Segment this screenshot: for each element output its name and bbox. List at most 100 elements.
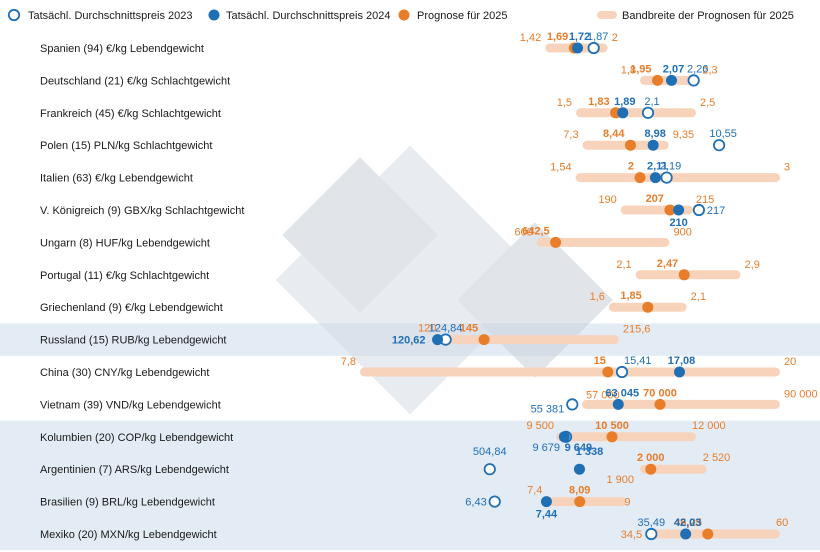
value-label-max: 2 520 [703, 452, 731, 464]
marker-forecast-2025 [634, 172, 646, 184]
value-label-f2025: 15 [594, 355, 606, 367]
legend-marker-2023 [7, 8, 21, 22]
value-label-max: 900 [673, 226, 691, 238]
value-label-f2025: 1,83 [588, 96, 609, 108]
chart-row: Mexiko (20) MXN/kg Lebendgewicht 34,5 60 35… [40, 517, 788, 541]
legend-label-band: Bandbreite der Prognosen für 2025 [622, 10, 794, 22]
legend-label-f2025: Prognose für 2025 [417, 10, 508, 22]
value-label-max: 20 [784, 356, 796, 368]
marker-forecast-2025 [574, 496, 586, 508]
marker-actual-2023 [615, 365, 629, 379]
forecast-range-band [556, 432, 696, 442]
chart-row: Brasilien (9) BRL/kg Lebendgewicht 7,4 9 6,… [40, 485, 630, 521]
marker-actual-2024 [680, 528, 692, 540]
chart-row: Portugal (11) €/kg Schlachtgewicht 2,1 2,9… [40, 258, 760, 282]
row-country-label: Kolumbien (20) COP/kg Lebendgewicht [40, 432, 233, 444]
value-label-max: 3 [784, 162, 790, 174]
chart-row: Argentinien (7) ARS/kg Lebendgewicht 1 90… [40, 446, 730, 486]
value-label-min: 57 000 [586, 389, 620, 401]
value-label-a2023: 55 381 [531, 403, 565, 415]
value-label-a2024: 120,62 [392, 335, 426, 347]
marker-actual-2023 [660, 171, 673, 184]
value-label-max: 2,5 [700, 97, 715, 109]
marker-forecast-2025 [645, 463, 657, 475]
value-label-min: 1,6 [590, 291, 605, 303]
row-country-label: Spanien (94) €/kg Lebendgewicht [40, 43, 204, 55]
value-label-a2024: 2,07 [663, 63, 684, 75]
value-label-min: 1,8 [621, 64, 636, 76]
row-country-label: Portugal (11) €/kg Schlachtgewicht [40, 270, 209, 282]
value-label-f2025: 70 000 [643, 387, 677, 399]
value-label-a2023: 1,87 [587, 31, 608, 43]
forecast-range-band [544, 497, 627, 507]
value-label-a2024: 1,72 [569, 31, 590, 43]
row-country-label: Brasilien (9) BRL/kg Lebendgewicht [40, 497, 215, 509]
value-label-a2023: 9 679 [532, 442, 560, 454]
value-label-max: 215 [696, 194, 714, 206]
value-label-min: 1,42 [520, 32, 541, 44]
value-label-min: 7,8 [341, 356, 356, 368]
forecast-range-band [582, 399, 780, 409]
marker-actual-2024 [649, 172, 661, 184]
legend-label-a2023: Tatsächl. Durchschnittspreis 2023 [28, 10, 192, 22]
marker-actual-2023 [645, 527, 658, 541]
value-label-a2023: 2,19 [660, 161, 681, 173]
marker-forecast-2025 [478, 334, 490, 346]
marker-forecast-2025 [606, 431, 618, 443]
value-label-a2024: 63 045 [605, 387, 639, 399]
row-country-label: Griechenland (9) €/kg Lebendgewicht [40, 302, 223, 314]
value-label-max: 60 [776, 517, 788, 529]
value-label-min: 2,1 [616, 259, 631, 271]
marker-forecast-2025 [642, 301, 654, 313]
marker-actual-2024 [432, 334, 444, 346]
value-label-a2024: 17,08 [668, 355, 696, 367]
chart-row: Vietnam (39) VND/kg Lebendgewicht 57 000 9… [40, 387, 818, 415]
marker-forecast-2025 [654, 398, 666, 410]
legend: Tatsächl. Durchschnittspreis 2023 Tatsäch… [7, 8, 794, 22]
value-label-min: 7,3 [563, 129, 578, 141]
value-label-max: 9,35 [673, 129, 694, 141]
value-label-a2023: 124,84 [429, 323, 463, 335]
value-label-a2024: 210 [669, 217, 687, 229]
marker-actual-2024 [647, 139, 659, 151]
value-label-a2023: 15,41 [624, 355, 652, 367]
marker-actual-2024 [573, 463, 585, 475]
marker-actual-2023 [587, 41, 600, 55]
value-label-a2023: 2,1 [644, 96, 659, 108]
value-label-a2023: 6,43 [465, 497, 486, 509]
legend-marker-forecast [398, 9, 410, 21]
legend-marker-2024 [208, 9, 220, 21]
chart-row: Polen (15) PLN/kg Schlachtgewicht 7,3 9,35… [40, 128, 737, 152]
row-backgrounds [0, 323, 820, 551]
value-label-min: 190 [598, 194, 616, 206]
marker-actual-2023 [566, 398, 579, 411]
row-country-label: Argentinien (7) ARS/kg Lebendgewicht [40, 464, 229, 476]
marker-forecast-2025 [624, 139, 636, 151]
value-label-max: 215,6 [623, 324, 651, 336]
marker-actual-2024 [673, 366, 685, 378]
chart-row: Ungarn (8) HUF/kg Lebendgewicht 600 900 642… [40, 225, 692, 249]
marker-actual-2023 [641, 106, 655, 119]
value-label-f2025: 2 000 [637, 452, 665, 464]
forecast-range-band [536, 237, 670, 247]
value-label-min: 7,4 [527, 485, 542, 497]
value-label-a2024: 2,11 [647, 161, 668, 173]
value-label-f2025: 10 500 [595, 420, 629, 432]
marker-actual-2023 [687, 74, 700, 87]
value-label-f2025: 1,69 [547, 31, 568, 43]
value-label-a2023: 504,84 [473, 446, 507, 458]
row-country-label: China (30) CNY/kg Lebendgewicht [40, 367, 209, 379]
value-label-min: 1 900 [606, 474, 634, 486]
chart-row: Kolumbien (20) COP/kg Lebendgewicht 9 500… [40, 420, 726, 454]
row-country-label: Russland (15) RUB/kg Lebendgewicht [40, 335, 227, 347]
value-label-max: 2,3 [702, 64, 717, 76]
marker-actual-2024 [673, 204, 685, 216]
row-country-label: Deutschland (21) €/kg Schlachtgewicht [40, 75, 230, 87]
value-label-max: 90 000 [784, 388, 818, 400]
chart-row: Italien (63) €/kg Lebendgewicht 1,54 3 2,19… [40, 161, 790, 185]
row-country-label: Mexiko (20) MXN/kg Lebendgewicht [40, 529, 217, 541]
value-label-max: 2,1 [691, 291, 706, 303]
chart-row: Russland (15) RUB/kg Lebendgewicht 120 215… [40, 323, 650, 347]
marker-forecast-2025 [602, 366, 614, 378]
forecast-range-band [640, 464, 707, 474]
